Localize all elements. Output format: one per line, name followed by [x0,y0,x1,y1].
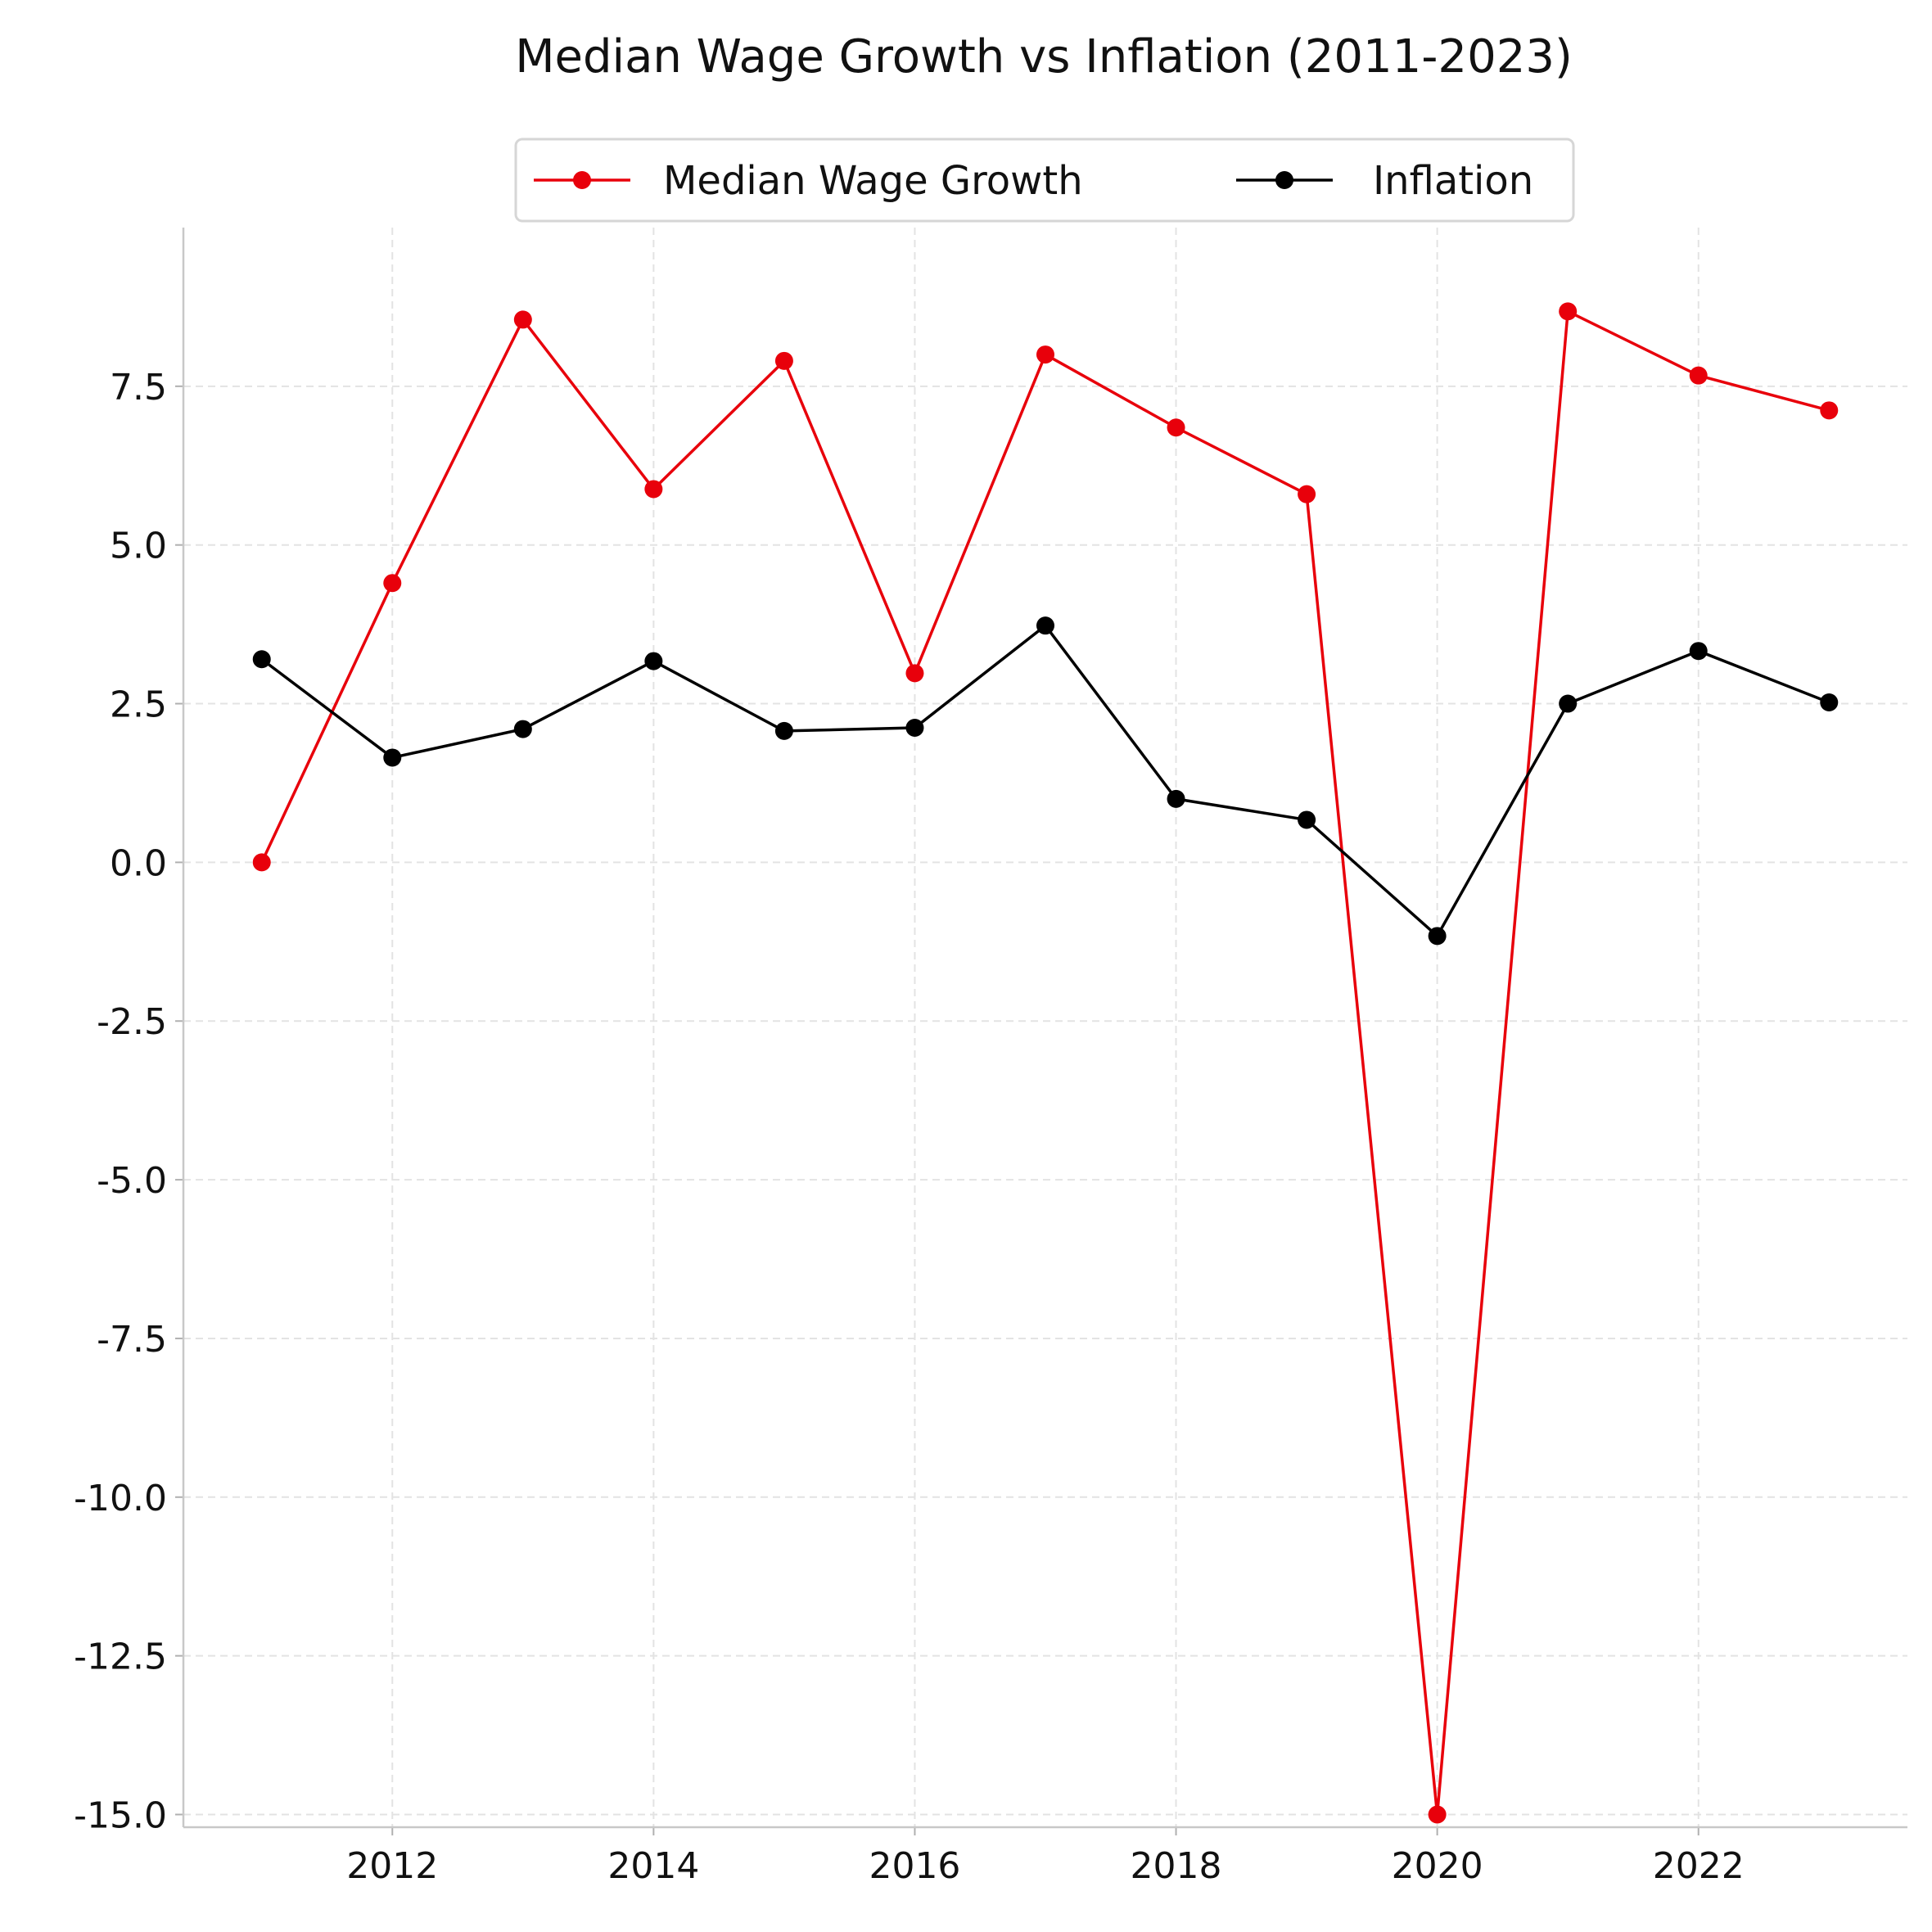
data-point [774,721,793,740]
data-point [252,853,271,872]
y-tick-label: 0.0 [110,842,167,884]
data-point [1167,789,1185,808]
data-point [905,719,924,738]
x-tick-label: 2014 [607,1845,699,1887]
legend-box [514,138,1575,223]
y-tick-label: 5.0 [110,526,167,567]
data-point [1559,302,1578,321]
y-tick-label: -15.0 [74,1794,167,1836]
data-point [252,650,271,669]
data-point [1298,485,1316,503]
y-tick-label: -5.0 [97,1160,167,1202]
legend-point-marker [573,171,591,189]
y-tick-label: -12.5 [74,1636,167,1678]
grid [183,228,1907,1827]
legend-point-marker [1275,171,1293,189]
data-point [383,574,402,593]
x-tick-label: 2012 [346,1845,438,1887]
legend: Median Wage Growth Inflation [514,138,1575,223]
data-point [774,351,793,370]
data-point [1298,810,1316,829]
y-tick-label: 2.5 [110,684,167,726]
data-point [1428,927,1447,946]
legend-item: Inflation [1236,158,1533,204]
data-point [1820,693,1839,711]
data-point [905,664,924,683]
series-layer [252,302,1839,1824]
data-point [1559,694,1578,713]
data-point [1036,345,1054,364]
legend-label: Median Wage Growth [663,158,1083,204]
series-line [260,624,1830,938]
chart-title: Median Wage Growth vs Inflation (2011-20… [515,30,1573,84]
y-tick-label: -7.5 [97,1319,167,1361]
series-line [260,309,1830,1817]
data-point [644,480,663,499]
data-point [1036,616,1054,635]
data-point [513,720,532,738]
x-tick-label: 2020 [1392,1845,1483,1887]
legend-label: Inflation [1373,158,1533,204]
axes: 2012 2014 2016 2018 2020 2022 -15.0 -12.5 -10.0 -… [74,228,1907,1887]
data-point [1167,418,1185,437]
series-inflation [252,616,1839,946]
legend-item: Median Wage Growth [534,158,1083,204]
y-tick-label: 7.5 [110,367,167,409]
series-median-wage-growth [252,302,1839,1824]
x-tick-label: 2018 [1131,1845,1222,1887]
data-point [1689,642,1708,661]
data-point [1428,1805,1447,1824]
x-tick-label: 2016 [869,1845,960,1887]
data-point [1689,366,1708,385]
y-tick-label: -2.5 [97,1001,167,1043]
data-point [513,310,532,329]
y-tick-label: -10.0 [74,1478,167,1519]
x-tick-label: 2022 [1653,1845,1745,1887]
data-point [383,748,402,767]
data-point [644,652,663,670]
data-point [1820,401,1839,420]
